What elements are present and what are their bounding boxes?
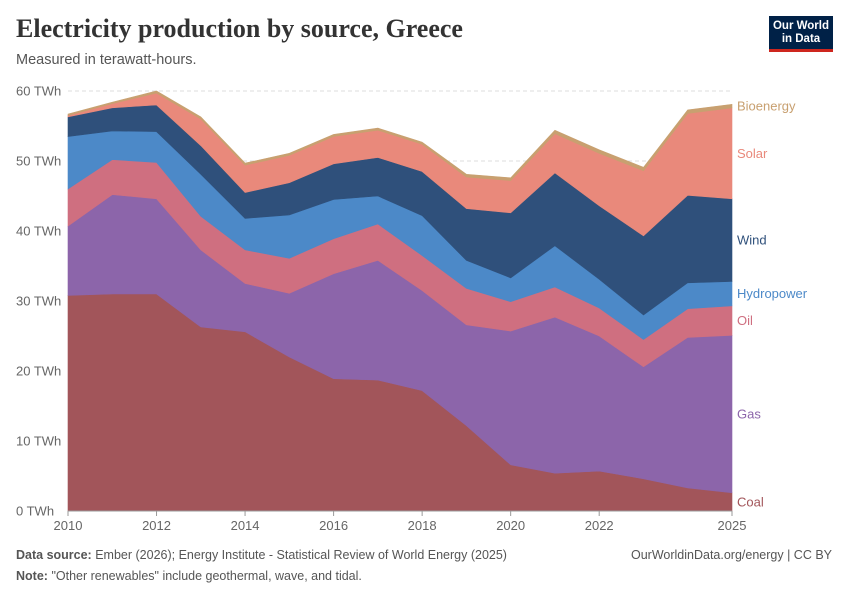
area-series [67,90,733,512]
owid-logo[interactable]: Our World in Data [769,16,833,52]
x-tick-label: 2016 [319,518,348,533]
x-tick-label: 2020 [496,518,525,533]
note-text: "Other renewables" include geothermal, w… [51,569,362,583]
y-tick-label: 10 TWh [16,434,61,449]
note-label: Note: [16,569,48,583]
data-source-label: Data source: [16,548,92,562]
chart-title: Electricity production by source, Greece [16,14,463,43]
y-tick-label: 0 TWh [16,504,54,519]
y-tick-label: 60 TWh [16,84,61,99]
series-label-hydropower[interactable]: Hydropower [737,286,808,301]
y-tick-label: 40 TWh [16,224,61,239]
data-source: Data source: Ember (2026); Energy Instit… [16,548,507,562]
area-bioenergy[interactable] [67,90,733,181]
axes: 0 TWh 10 TWh 20 TWh 30 TWh 40 TWh 50 TWh 60 TW… [16,84,746,534]
y-tick-label: 30 TWh [16,294,61,309]
chart-note: Note: "Other renewables" include geother… [16,569,362,583]
x-tick-label: 2014 [231,518,260,533]
data-source-text: Ember (2026); Energy Institute - Statist… [95,548,507,562]
series-label-solar[interactable]: Solar [737,146,768,161]
series-label-coal[interactable]: Coal [737,494,764,509]
x-tick-label: 2012 [142,518,171,533]
x-tick-label: 2025 [718,518,747,533]
logo-line-1: Our World [772,20,829,32]
series-label-gas[interactable]: Gas [737,407,761,422]
x-tick-label: 2018 [408,518,437,533]
series-label-oil[interactable]: Oil [737,313,753,328]
y-tick-label: 20 TWh [16,364,61,379]
series-label-bioenergy[interactable]: Bioenergy [737,99,796,114]
x-tick-label: 2022 [585,518,614,533]
chart-subtitle: Measured in terawatt-hours. [16,52,197,68]
y-tick-label: 50 TWh [16,154,61,169]
x-tick-label: 2010 [54,518,83,533]
logo-line-2: in Data [781,33,821,45]
stacked-area-chart: 0 TWh 10 TWh 20 TWh 30 TWh 40 TWh 50 TWh 60 TW… [16,84,808,534]
series-label-wind[interactable]: Wind [737,233,767,248]
credit-link[interactable]: OurWorldinData.org/energy | CC BY [630,548,832,562]
series-labels: Coal Gas Oil Hydropower Wind Solar Bioenergy [737,99,808,510]
